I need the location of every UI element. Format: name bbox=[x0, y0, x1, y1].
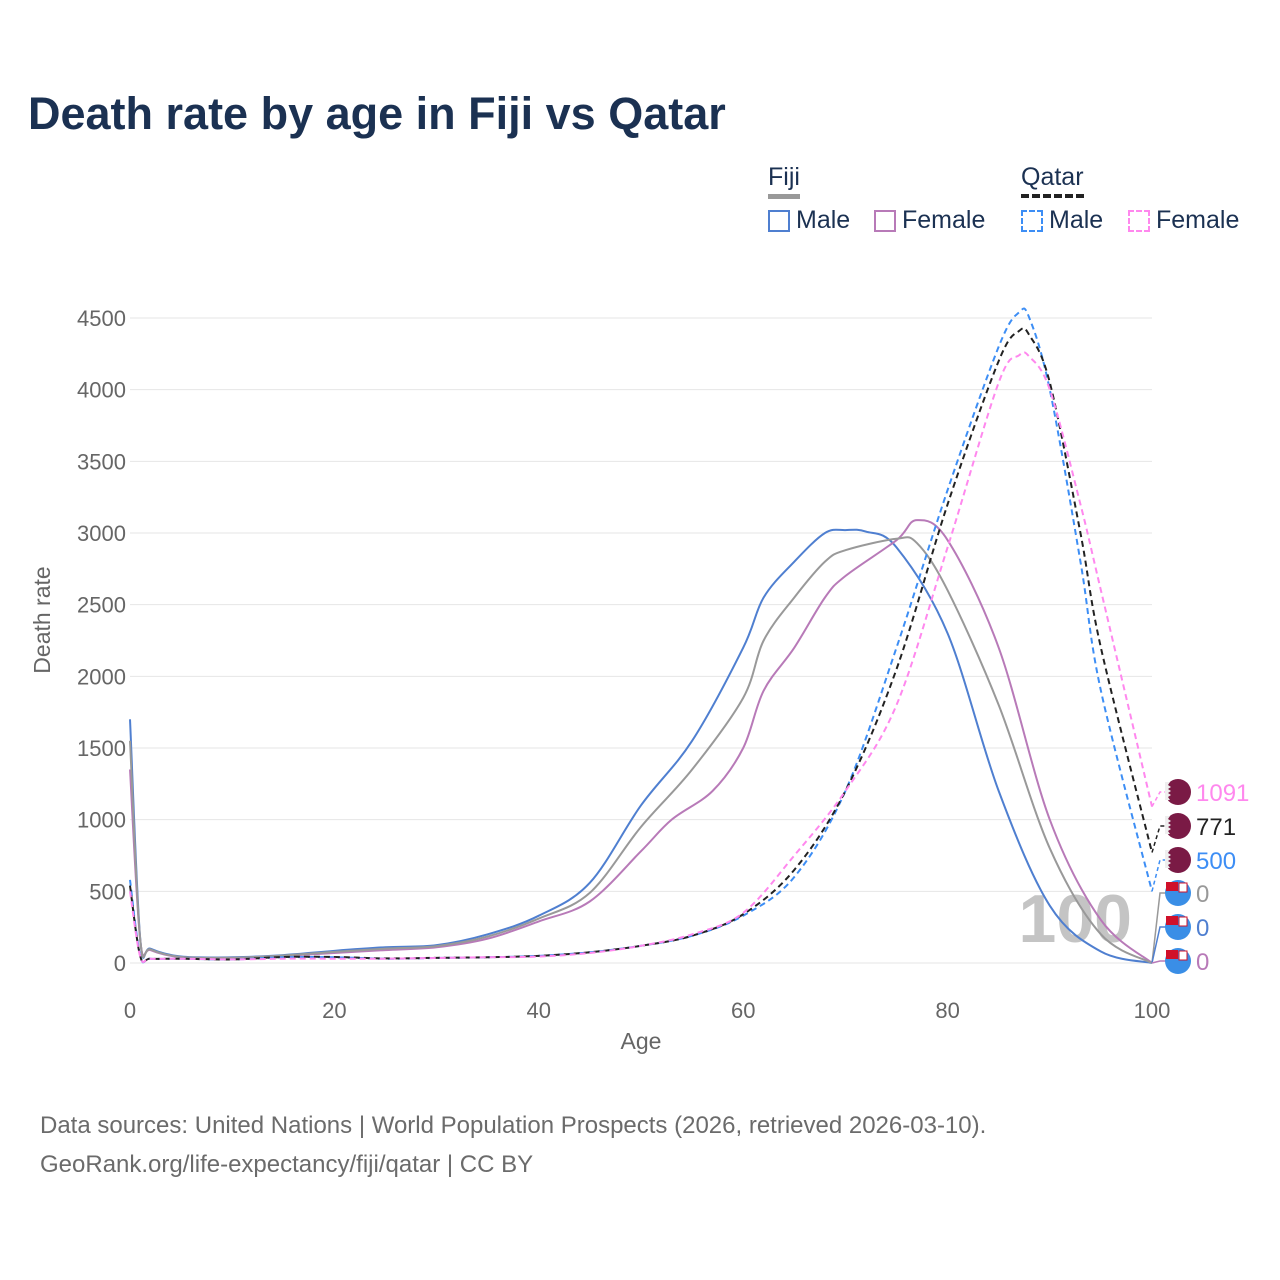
series-line-qatar bbox=[129, 327, 1153, 964]
legend-label: Female bbox=[1156, 206, 1240, 234]
y-tick-label: 0 bbox=[114, 951, 126, 976]
series-line-fiji bbox=[129, 536, 1153, 964]
y-axis-label: Death rate bbox=[29, 566, 55, 673]
y-tick-label: 500 bbox=[89, 879, 126, 904]
source-note: Data sources: United Nations | World Pop… bbox=[40, 1106, 986, 1184]
fiji-flag-icon bbox=[1165, 948, 1191, 974]
legend-label: Male bbox=[1049, 206, 1104, 234]
y-tick-label: 4000 bbox=[77, 378, 126, 403]
y-tick-label: 4500 bbox=[77, 306, 126, 331]
qatar-flag-icon bbox=[1165, 813, 1191, 839]
series-line-qatar-male bbox=[129, 307, 1153, 964]
y-tick-label: 2000 bbox=[77, 664, 126, 689]
end-value-label: 0 bbox=[1196, 949, 1209, 976]
end-value-label: 0 bbox=[1196, 915, 1209, 942]
legend-group-title: Fiji bbox=[768, 163, 800, 199]
legend-fiji-male[interactable]: Male bbox=[768, 206, 850, 235]
legend-swatch bbox=[768, 209, 790, 232]
end-label-connector bbox=[1151, 892, 1166, 964]
chart-title: Death rate by age in Fiji vs Qatar bbox=[28, 88, 726, 139]
end-value-label: 771 bbox=[1196, 814, 1236, 841]
qatar-flag-icon bbox=[1165, 779, 1191, 805]
series-line-qatar-female bbox=[129, 351, 1153, 964]
x-tick-label: 40 bbox=[527, 998, 551, 1023]
x-axis-label: Age bbox=[621, 1028, 662, 1054]
x-tick-label: 100 bbox=[1134, 998, 1171, 1023]
legend-qatar-female[interactable]: Female bbox=[1128, 206, 1239, 235]
legend-label: Female bbox=[902, 206, 986, 234]
end-label-connector bbox=[1151, 859, 1166, 892]
series-line-fiji-male bbox=[129, 528, 1153, 964]
fiji-flag-icon bbox=[1165, 880, 1191, 906]
legend-qatar-male[interactable]: Male bbox=[1021, 206, 1103, 235]
source-link[interactable]: GeoRank.org/life-expectancy/fiji/qatar |… bbox=[40, 1151, 534, 1178]
x-tick-label: 60 bbox=[731, 998, 755, 1023]
end-label-connector bbox=[1151, 926, 1166, 964]
source-line: Data sources: United Nations | World Pop… bbox=[40, 1112, 987, 1139]
end-value-label: 1091 bbox=[1196, 780, 1249, 807]
y-tick-label: 1000 bbox=[77, 808, 126, 833]
legend-group-fiji: Fiji bbox=[768, 163, 800, 199]
x-tick-label: 0 bbox=[124, 998, 136, 1023]
legend-label: Male bbox=[796, 206, 851, 234]
end-label-connector bbox=[1151, 960, 1166, 964]
legend-group-qatar: Qatar bbox=[1021, 163, 1084, 198]
fiji-flag-icon bbox=[1165, 914, 1191, 940]
end-value-label: 500 bbox=[1196, 848, 1236, 875]
y-tick-label: 3000 bbox=[77, 521, 126, 546]
x-tick-label: 20 bbox=[322, 998, 346, 1023]
end-label-connector bbox=[1151, 825, 1166, 853]
y-tick-label: 3500 bbox=[77, 449, 126, 474]
y-tick-label: 2500 bbox=[77, 593, 126, 618]
legend-group-title: Qatar bbox=[1021, 163, 1084, 198]
y-tick-label: 1500 bbox=[77, 736, 126, 761]
qatar-flag-icon bbox=[1165, 847, 1191, 873]
legend-swatch bbox=[1128, 209, 1150, 232]
end-value-label: 0 bbox=[1196, 881, 1209, 908]
end-label-connector bbox=[1151, 791, 1166, 807]
series-line-fiji-female bbox=[129, 519, 1153, 964]
legend-swatch bbox=[874, 209, 896, 232]
x-tick-label: 80 bbox=[935, 998, 959, 1023]
legend-swatch bbox=[1021, 209, 1043, 232]
legend-fiji-female[interactable]: Female bbox=[874, 206, 985, 235]
